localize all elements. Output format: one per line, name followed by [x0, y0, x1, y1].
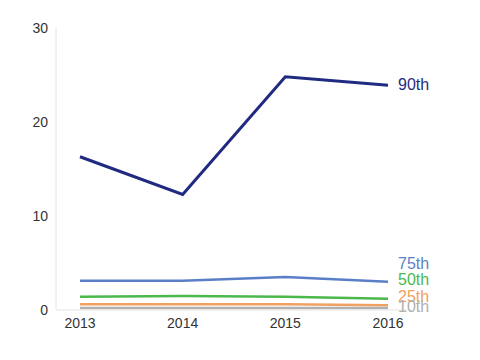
svg-text:2013: 2013 — [64, 315, 95, 331]
svg-text:30: 30 — [32, 20, 48, 36]
svg-text:50th: 50th — [398, 271, 429, 288]
svg-text:2014: 2014 — [167, 315, 198, 331]
svg-text:90th: 90th — [398, 76, 429, 93]
svg-text:25th: 25th — [398, 287, 430, 305]
svg-text:2016: 2016 — [372, 315, 403, 331]
svg-text:10th: 10th — [398, 298, 429, 315]
svg-text:20: 20 — [32, 114, 48, 130]
svg-text:0: 0 — [40, 302, 48, 318]
svg-text:2015: 2015 — [270, 315, 301, 331]
svg-text:10: 10 — [32, 208, 48, 224]
svg-text:75th: 75th — [398, 255, 429, 272]
